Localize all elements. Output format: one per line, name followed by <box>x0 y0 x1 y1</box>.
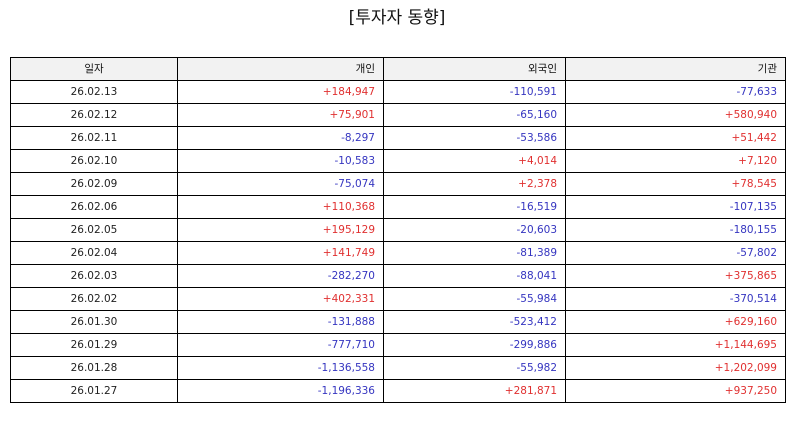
cell-date: 26.02.11 <box>10 126 178 150</box>
column-header-date: 일자 <box>10 57 178 81</box>
cell-institution: -57,802 <box>565 241 786 265</box>
cell-foreign: +2,378 <box>383 172 566 196</box>
table-body: 26.02.13 +184,947 -110,591 -77,633 26.02… <box>10 80 786 403</box>
cell-individual: -1,196,336 <box>177 379 384 403</box>
cell-date: 26.02.04 <box>10 241 178 265</box>
table-row: 26.02.06 +110,368 -16,519 -107,135 <box>10 195 786 219</box>
cell-date: 26.02.05 <box>10 218 178 242</box>
cell-date: 26.01.28 <box>10 356 178 380</box>
cell-foreign: +281,871 <box>383 379 566 403</box>
page-title: [투자자 동향] <box>348 8 446 28</box>
cell-foreign: -110,591 <box>383 80 566 104</box>
cell-individual: +184,947 <box>177 80 384 104</box>
table-row: 26.01.30 -131,888 -523,412 +629,160 <box>10 310 786 334</box>
cell-foreign: -55,984 <box>383 287 566 311</box>
cell-institution: +580,940 <box>565 103 786 127</box>
cell-individual: -282,270 <box>177 264 384 288</box>
cell-foreign: -88,041 <box>383 264 566 288</box>
cell-institution: +7,120 <box>565 149 786 173</box>
table-row: 26.02.02 +402,331 -55,984 -370,514 <box>10 287 786 311</box>
cell-individual: -75,074 <box>177 172 384 196</box>
cell-individual: +195,129 <box>177 218 384 242</box>
column-header-individual: 개인 <box>177 57 384 81</box>
cell-institution: +1,202,099 <box>565 356 786 380</box>
cell-date: 26.02.09 <box>10 172 178 196</box>
cell-individual: -1,136,558 <box>177 356 384 380</box>
table-row: 26.02.05 +195,129 -20,603 -180,155 <box>10 218 786 242</box>
cell-date: 26.02.02 <box>10 287 178 311</box>
cell-institution: +51,442 <box>565 126 786 150</box>
table-row: 26.02.12 +75,901 -65,160 +580,940 <box>10 103 786 127</box>
cell-foreign: -20,603 <box>383 218 566 242</box>
cell-date: 26.02.03 <box>10 264 178 288</box>
cell-foreign: -53,586 <box>383 126 566 150</box>
cell-foreign: +4,014 <box>383 149 566 173</box>
cell-individual: +141,749 <box>177 241 384 265</box>
cell-institution: +629,160 <box>565 310 786 334</box>
cell-institution: -180,155 <box>565 218 786 242</box>
table-row: 26.01.29 -777,710 -299,886 +1,144,695 <box>10 333 786 357</box>
cell-date: 26.02.10 <box>10 149 178 173</box>
cell-foreign: -299,886 <box>383 333 566 357</box>
cell-date: 26.01.30 <box>10 310 178 334</box>
cell-individual: +402,331 <box>177 287 384 311</box>
cell-date: 26.02.13 <box>10 80 178 104</box>
cell-individual: -8,297 <box>177 126 384 150</box>
table-row: 26.02.03 -282,270 -88,041 +375,865 <box>10 264 786 288</box>
cell-institution: +78,545 <box>565 172 786 196</box>
cell-institution: +375,865 <box>565 264 786 288</box>
table-row: 26.02.04 +141,749 -81,389 -57,802 <box>10 241 786 265</box>
cell-date: 26.02.06 <box>10 195 178 219</box>
cell-institution: -107,135 <box>565 195 786 219</box>
cell-date: 26.01.27 <box>10 379 178 403</box>
cell-institution: +937,250 <box>565 379 786 403</box>
table-row: 26.02.11 -8,297 -53,586 +51,442 <box>10 126 786 150</box>
investor-trend-table: 일자 개인 외국인 기관 26.02.13 +184,947 -110,591 … <box>10 57 786 403</box>
cell-individual: -131,888 <box>177 310 384 334</box>
cell-date: 26.01.29 <box>10 333 178 357</box>
column-header-institution: 기관 <box>565 57 786 81</box>
cell-individual: -777,710 <box>177 333 384 357</box>
table-header-row: 일자 개인 외국인 기관 <box>10 57 786 81</box>
cell-foreign: -55,982 <box>383 356 566 380</box>
table-row: 26.02.09 -75,074 +2,378 +78,545 <box>10 172 786 196</box>
cell-individual: +110,368 <box>177 195 384 219</box>
column-header-foreign: 외국인 <box>383 57 566 81</box>
cell-individual: -10,583 <box>177 149 384 173</box>
cell-institution: +1,144,695 <box>565 333 786 357</box>
cell-foreign: -65,160 <box>383 103 566 127</box>
table-row: 26.02.13 +184,947 -110,591 -77,633 <box>10 80 786 104</box>
cell-individual: +75,901 <box>177 103 384 127</box>
cell-foreign: -81,389 <box>383 241 566 265</box>
cell-institution: -77,633 <box>565 80 786 104</box>
cell-foreign: -16,519 <box>383 195 566 219</box>
cell-foreign: -523,412 <box>383 310 566 334</box>
cell-institution: -370,514 <box>565 287 786 311</box>
table-row: 26.02.10 -10,583 +4,014 +7,120 <box>10 149 786 173</box>
table-row: 26.01.27 -1,196,336 +281,871 +937,250 <box>10 379 786 403</box>
cell-date: 26.02.12 <box>10 103 178 127</box>
table-row: 26.01.28 -1,136,558 -55,982 +1,202,099 <box>10 356 786 380</box>
